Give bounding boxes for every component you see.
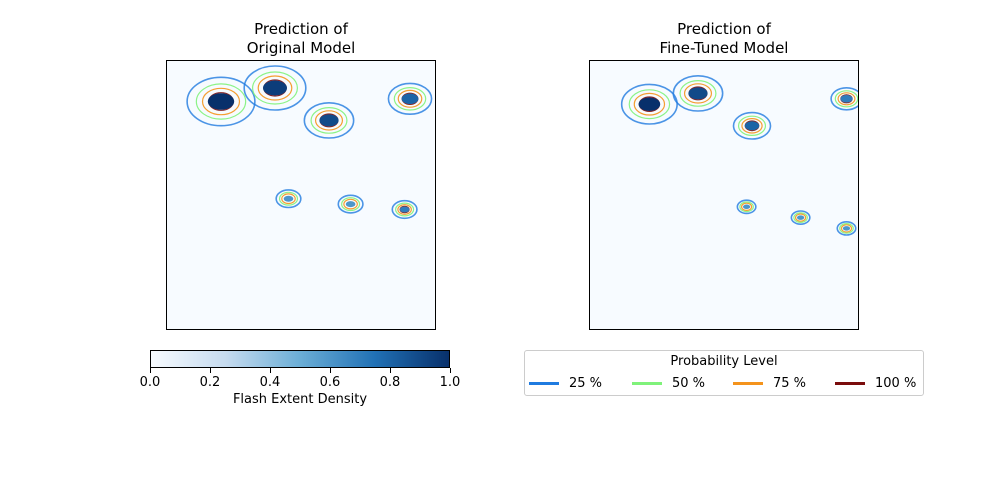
legend-item: 100 % [835,375,916,391]
contour-line [341,197,361,212]
right-plot-title: Prediction of Fine-Tuned Model [659,20,789,57]
contour-line [736,199,757,215]
contour-line [633,92,666,116]
contour-line [337,194,364,214]
colorbar-tick [449,368,451,373]
density-cell [842,226,851,231]
contour-line [830,87,858,111]
contour-line [737,115,767,137]
left-plot-area [166,60,436,330]
contour-line [840,224,853,233]
legend-item: 25 % [529,375,602,391]
colorbar-tick [209,368,211,373]
contour-line [793,212,808,224]
contour-line [195,83,247,120]
contour-line [387,82,433,115]
contour-line [397,89,423,108]
density-cell [263,80,287,96]
contour-line [683,83,713,104]
contour-line [303,102,355,139]
contour-line [732,111,772,140]
colorbar-tick-label: 0.0 [139,375,161,390]
legend-swatch [835,381,865,385]
contour-line [620,83,678,125]
colorbar-tick-label: 1.0 [439,375,461,390]
legend-swatch [733,381,763,385]
density-cell [207,93,235,110]
contour-line [397,204,412,215]
right-heatmap [620,75,858,236]
legend-label: 50 % [672,375,706,391]
colorbar-label: Flash Extent Density [232,392,368,407]
contour-line [628,89,671,120]
contour-line [790,210,811,225]
legend-label: 25 % [569,375,603,391]
colorbar-tick [269,368,271,373]
colorbar-tick-label: 0.4 [259,375,281,390]
colorbar-tick [389,368,391,373]
density-cell [743,204,751,210]
contour-line [741,118,763,134]
density-cell [688,87,708,100]
contour-line [393,86,427,111]
contour-line [839,222,854,234]
density-cell [840,95,853,103]
contour-line [391,199,418,220]
colorbar-tick [149,368,151,373]
left-plot-title: Prediction of Original Model [246,20,356,57]
contour-line [343,198,358,210]
density-cell [283,195,294,202]
legend-item: 75 % [733,375,806,391]
contour-line [314,110,344,131]
density-cell [399,206,410,213]
right-plot-area [589,60,859,330]
probability-legend: Probability Level 25 % 50 % 75 % 100 % [524,350,924,396]
contour-line [739,201,754,213]
contour-line [278,191,299,206]
density-cell [401,93,419,105]
contour-line [281,193,296,205]
density-cell [345,201,356,208]
legend-swatch [632,381,662,385]
density-cell [638,97,661,111]
contour-line [794,213,807,222]
contour-line [740,202,753,211]
left-heatmap [186,65,433,220]
legend-label: 75 % [773,375,807,391]
contour-line [310,107,348,134]
legend-item: 50 % [632,375,705,391]
legend-swatch [529,381,559,385]
contour-line [836,220,857,236]
contour-line [834,90,858,108]
colorbar-tick-label: 0.8 [379,375,401,390]
contour-line [201,87,241,116]
colorbar-tick-label: 0.6 [319,375,341,390]
density-cell [319,114,339,127]
density-cell [744,121,760,131]
contour-line [251,71,298,105]
colorbar [150,350,450,368]
colorbar-tick [329,368,331,373]
contour-line [395,202,415,217]
contour-line [275,189,302,209]
colorbar-tick-label: 0.2 [199,375,221,390]
contour-line [679,80,717,107]
legend-label: 100 % [875,375,917,391]
contour-line [186,76,256,127]
density-cell [797,215,805,220]
contour-line [672,75,724,112]
contour-line [257,75,293,101]
contour-line [837,92,856,106]
contour-line [243,65,307,111]
legend-title: Probability Level [670,354,778,369]
